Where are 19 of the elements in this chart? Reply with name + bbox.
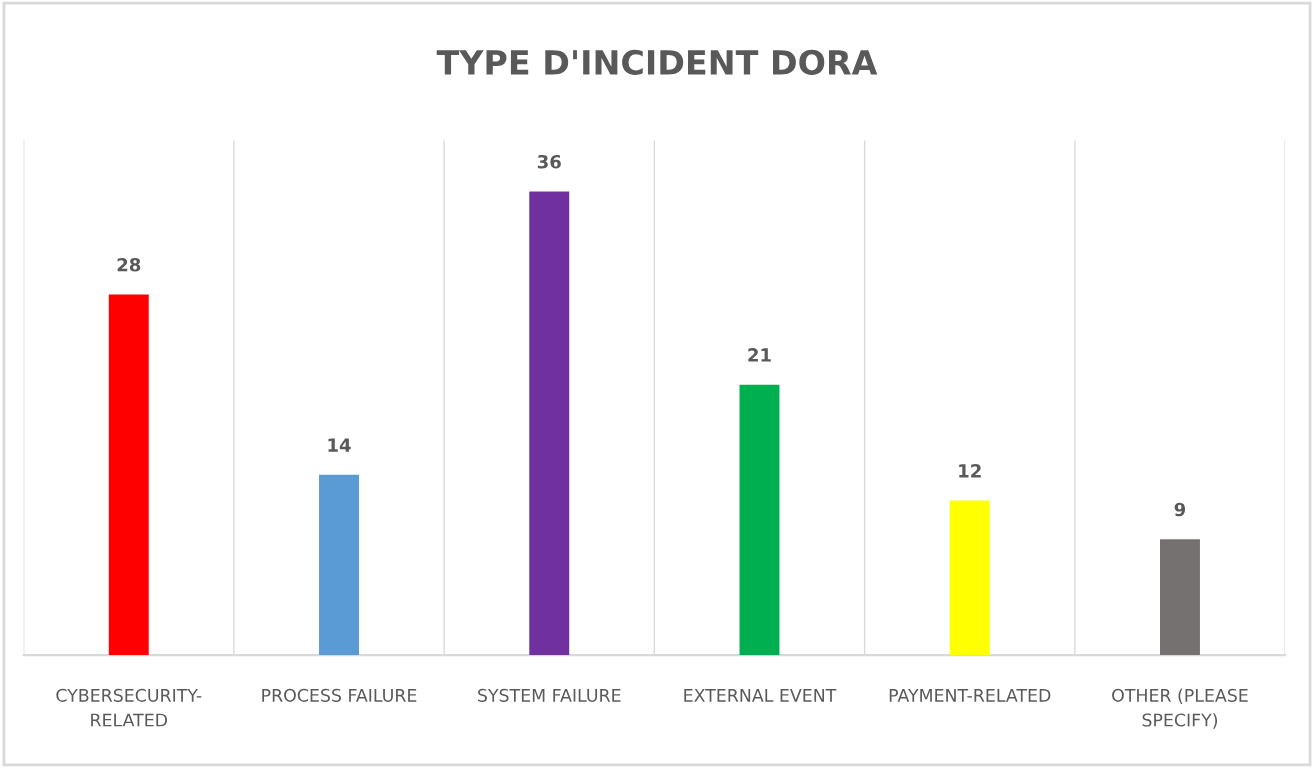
- data-label: 9: [1174, 502, 1186, 517]
- data-label: 36: [537, 154, 561, 169]
- x-tick-label: CYBERSECURITY-RELATED: [56, 688, 202, 727]
- bar: [949, 500, 990, 656]
- bar: [1160, 539, 1200, 656]
- data-label: 28: [117, 257, 141, 272]
- x-tick-label: PAYMENT-RELATED: [889, 688, 1051, 702]
- x-tick-label: SYSTEM FAILURE: [478, 688, 621, 702]
- data-label: 14: [328, 438, 351, 452]
- x-tick-label: EXTERNAL EVENT: [684, 688, 837, 702]
- bar: [108, 294, 149, 656]
- x-tick-label: OTHER (PLEASE SPECIFY): [1112, 688, 1248, 729]
- x-tick-label: PROCESS FAILURE: [262, 688, 417, 702]
- data-label: 21: [748, 348, 771, 362]
- bar: [739, 384, 780, 656]
- bar: [529, 191, 570, 656]
- data-label: 12: [959, 463, 981, 478]
- bar: [319, 474, 359, 656]
- chart-title: TYPE D'INCIDENT DORA: [436, 49, 878, 75]
